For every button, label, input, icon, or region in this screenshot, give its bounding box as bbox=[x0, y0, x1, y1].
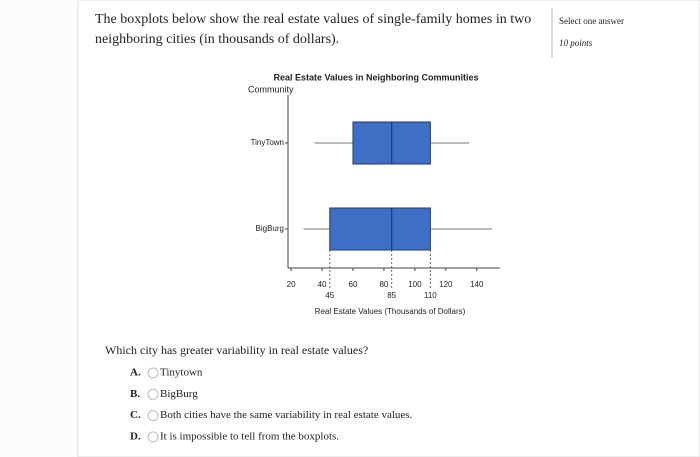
category-label: TinyTown bbox=[251, 138, 285, 147]
x-tick-label: 60 bbox=[349, 280, 358, 289]
option-letter: B. bbox=[130, 388, 140, 400]
option-letter: D. bbox=[130, 430, 141, 442]
option-letter: A. bbox=[130, 367, 141, 379]
detail-tick-label: 85 bbox=[387, 291, 396, 300]
x-tick-label: 80 bbox=[379, 280, 388, 289]
x-tick-label: 100 bbox=[408, 280, 422, 289]
option[interactable]: A. Tinytown bbox=[130, 367, 203, 379]
option-text: It is impossible to tell from the boxplo… bbox=[160, 430, 339, 442]
option-text: BigBurg bbox=[160, 388, 198, 400]
radio-button[interactable] bbox=[147, 431, 159, 443]
detail-tick-label: 45 bbox=[325, 291, 334, 300]
category-label: BigBurg bbox=[256, 224, 284, 233]
side-points: 10 points bbox=[559, 38, 593, 48]
box bbox=[329, 207, 431, 251]
chart-title: Real Estate Values in Neighboring Commun… bbox=[273, 72, 478, 82]
question-intro: The boxplots below show the real estate … bbox=[95, 12, 532, 47]
options: A. Tinytown B. BigBurg C. Both cities have th… bbox=[130, 367, 413, 443]
x-axis-label: Real Estate Values (Thousands of Dollars… bbox=[315, 307, 466, 316]
x-tick-label: 20 bbox=[287, 280, 296, 289]
option-text: Tinytown bbox=[160, 367, 203, 379]
option-text: Both cities have the same variability in… bbox=[160, 409, 413, 421]
intro-box: The boxplots below show the real estate … bbox=[95, 12, 532, 47]
radio-button[interactable] bbox=[147, 367, 159, 379]
option[interactable]: B. BigBurg bbox=[130, 388, 198, 400]
radio-button[interactable] bbox=[147, 388, 159, 400]
x-tick-label: 40 bbox=[318, 280, 327, 289]
detail-tick-label: 110 bbox=[424, 291, 437, 300]
side-instruction: Select one answer bbox=[559, 16, 624, 26]
option[interactable]: C. Both cities have the same variability … bbox=[130, 409, 413, 421]
x-tick-label: 140 bbox=[470, 280, 484, 289]
radio-button[interactable] bbox=[147, 410, 159, 422]
option[interactable]: D. It is impossible to tell from the boxp… bbox=[130, 430, 339, 442]
chart: Real Estate Values in Neighboring Commun… bbox=[248, 72, 500, 316]
x-tick-label: 120 bbox=[439, 280, 453, 289]
question: Which city has greater variability in re… bbox=[105, 343, 368, 357]
option-letter: C. bbox=[130, 409, 141, 421]
y-axis-label: Community bbox=[248, 84, 294, 94]
